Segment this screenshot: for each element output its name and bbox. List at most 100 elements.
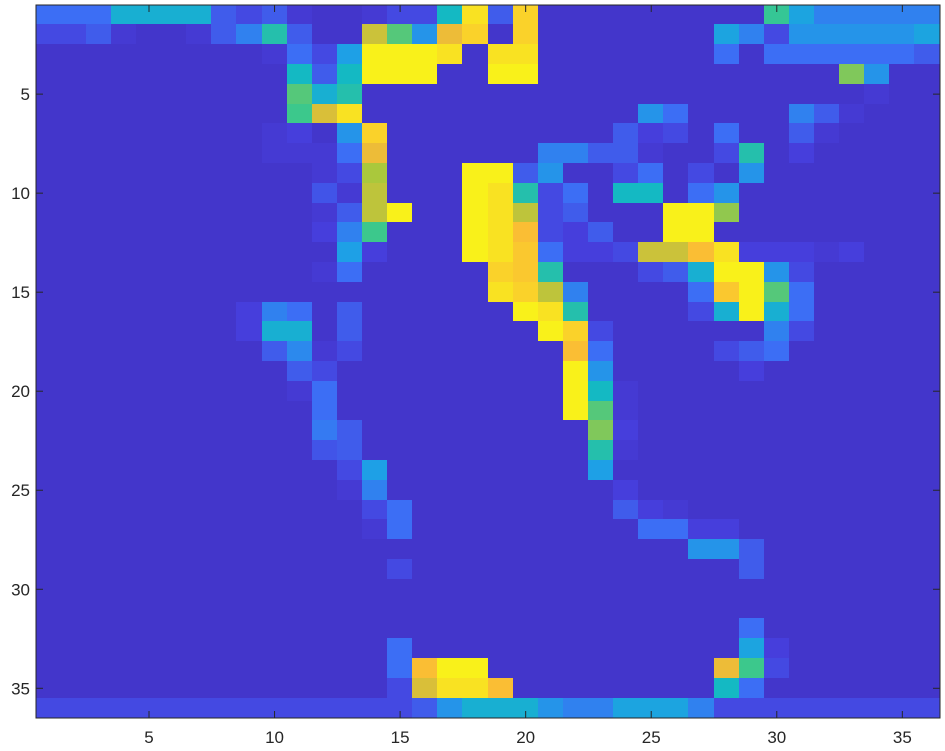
heatmap-cell (513, 84, 539, 105)
heatmap-cell (889, 460, 915, 481)
heatmap-cell (86, 262, 112, 283)
heatmap-cell (312, 519, 338, 540)
heatmap-cell (437, 24, 463, 45)
heatmap-cell (61, 24, 87, 45)
heatmap-cell (61, 460, 87, 481)
heatmap-cell (789, 401, 815, 421)
heatmap-cell (111, 321, 137, 342)
heatmap-cell (337, 84, 363, 105)
heatmap-cell (889, 420, 915, 441)
heatmap-cell (312, 84, 338, 105)
heatmap-cell (814, 262, 840, 283)
heatmap-cell (136, 401, 162, 421)
heatmap-cell (161, 262, 187, 283)
heatmap-cell (36, 420, 62, 441)
heatmap-cell (638, 698, 664, 718)
heatmap-cell (889, 123, 915, 144)
heatmap-cell (362, 183, 388, 204)
heatmap-cell (136, 24, 162, 45)
heatmap-cell (186, 104, 212, 124)
heatmap-cell (236, 539, 262, 560)
heatmap-cell (764, 559, 790, 580)
heatmap-cell (61, 84, 87, 105)
heatmap-cell (186, 678, 212, 699)
heatmap-cell (889, 599, 915, 619)
heatmap-cell (86, 222, 112, 243)
heatmap-cell (211, 539, 237, 560)
heatmap-cell (688, 361, 714, 382)
heatmap-cell (588, 242, 614, 263)
heatmap-cell (337, 599, 363, 619)
heatmap-cell (86, 123, 112, 144)
heatmap-cell (36, 143, 62, 164)
heatmap-cell (488, 519, 514, 540)
heatmap-cell (287, 460, 313, 481)
heatmap-cell (236, 5, 262, 25)
heatmap-cell (714, 618, 740, 639)
heatmap-cell (864, 420, 890, 441)
heatmap-cell (312, 500, 338, 520)
heatmap-cell (914, 163, 940, 184)
heatmap-cell (914, 559, 940, 580)
heatmap-cell (236, 440, 262, 461)
heatmap-cell (462, 401, 488, 421)
heatmap-cell (663, 440, 689, 461)
heatmap-cell (814, 480, 840, 501)
heatmap-cell (739, 123, 765, 144)
heatmap-cell (211, 519, 237, 540)
heatmap-cell (814, 84, 840, 105)
heatmap-cell (161, 341, 187, 362)
heatmap-cell (437, 599, 463, 619)
heatmap-cell (864, 203, 890, 223)
heatmap-cell (613, 420, 639, 441)
heatmap-cell (688, 321, 714, 342)
heatmap-cell (764, 302, 790, 322)
heatmap-cell (437, 361, 463, 382)
heatmap-cell (789, 361, 815, 382)
heatmap-cell (488, 658, 514, 679)
heatmap-cell (488, 480, 514, 501)
heatmap-cell (764, 64, 790, 85)
heatmap-cell (136, 183, 162, 204)
heatmap-cell (538, 539, 564, 560)
heatmap-cell (588, 579, 614, 600)
heatmap-cell (111, 579, 137, 600)
heatmap-cell (538, 84, 564, 105)
heatmap-cell (111, 500, 137, 520)
heatmap-cell (688, 282, 714, 303)
heatmap-cell (186, 24, 212, 45)
heatmap-cell (488, 242, 514, 263)
heatmap-cell (36, 698, 62, 718)
heatmap-cell (814, 698, 840, 718)
heatmap-cell (663, 480, 689, 501)
heatmap-cell (362, 539, 388, 560)
x-tick-label: 15 (391, 728, 410, 747)
heatmap-cell (563, 104, 589, 124)
heatmap-cell (688, 638, 714, 659)
heatmap-cell (462, 698, 488, 718)
heatmap-cell (211, 381, 237, 402)
heatmap-cell (136, 579, 162, 600)
heatmap-cell (688, 559, 714, 580)
heatmap-cell (488, 599, 514, 619)
heatmap-cell (688, 302, 714, 322)
heatmap-cell (437, 203, 463, 223)
heatmap-cell (488, 222, 514, 243)
heatmap-cell (86, 302, 112, 322)
heatmap-cell (488, 84, 514, 105)
heatmap-cell (61, 104, 87, 124)
heatmap-cell (412, 381, 438, 402)
heatmap-cell (638, 302, 664, 322)
heatmap-cell (513, 460, 539, 481)
heatmap-cell (538, 401, 564, 421)
heatmap-cell (86, 420, 112, 441)
heatmap-cell (789, 519, 815, 540)
heatmap-cell (136, 64, 162, 85)
heatmap-cell (488, 361, 514, 382)
heatmap-cell (387, 618, 413, 639)
heatmap-cell (186, 539, 212, 560)
heatmap-cell (136, 242, 162, 263)
heatmap-cell (412, 361, 438, 382)
heatmap-cell (789, 24, 815, 45)
heatmap-cell (688, 123, 714, 144)
